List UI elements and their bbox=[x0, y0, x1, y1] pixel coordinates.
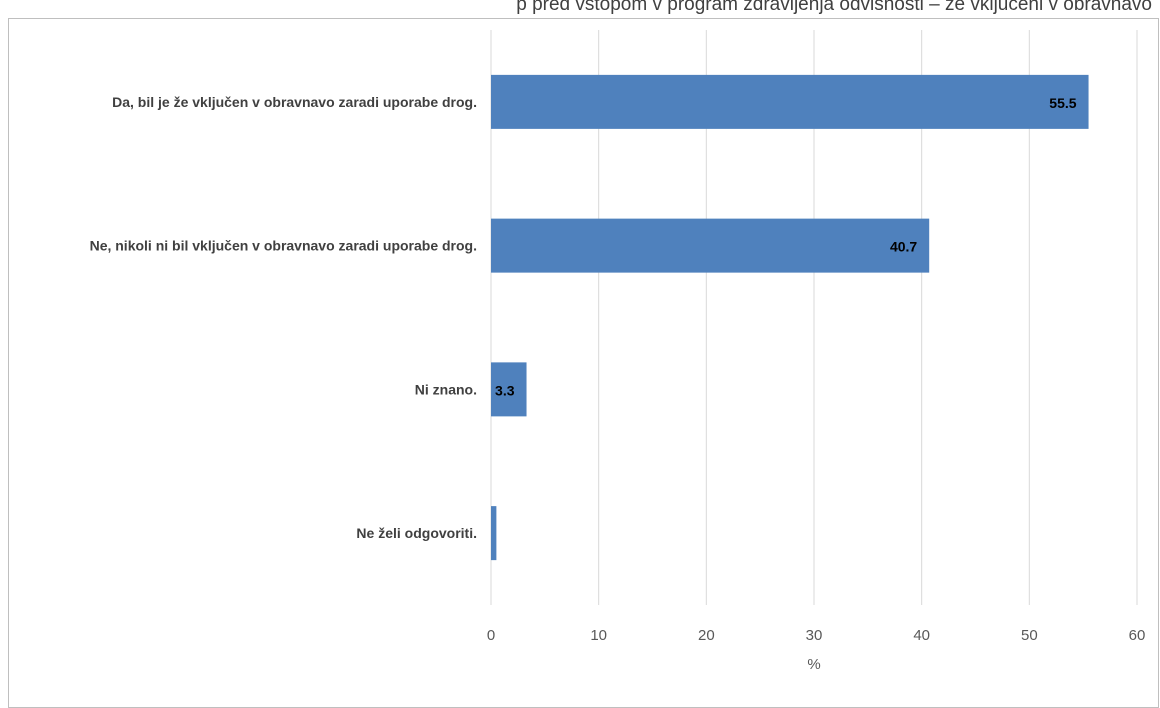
chart-title: p pred vstopom v program zdravljenja odv… bbox=[0, 0, 1160, 18]
bar bbox=[491, 506, 497, 561]
bar bbox=[491, 218, 930, 273]
x-tick-label: 20 bbox=[698, 627, 715, 644]
x-tick-label: 30 bbox=[806, 627, 823, 644]
bar bbox=[491, 362, 527, 417]
chart-title-text: p pred vstopom v program zdravljenja odv… bbox=[516, 0, 1152, 15]
x-axis-ticks: 0 10 20 30 40 50 60 bbox=[487, 627, 1146, 644]
data-labels: 55.5 40.7 3.3 bbox=[495, 95, 1077, 399]
category-label: Ne, nikoli ni bil vključen v obravnavo z… bbox=[90, 238, 477, 254]
x-tick-label: 60 bbox=[1129, 627, 1146, 644]
data-label: 55.5 bbox=[1049, 95, 1076, 111]
bar bbox=[491, 74, 1089, 129]
x-tick-label: 10 bbox=[590, 627, 607, 644]
category-label: Ni znano. bbox=[415, 381, 477, 397]
bars bbox=[491, 74, 1089, 561]
x-tick-label: 0 bbox=[487, 627, 495, 644]
category-labels: Da, bil je že vključen v obravnavo zarad… bbox=[90, 94, 477, 541]
x-tick-label: 50 bbox=[1021, 627, 1038, 644]
x-axis-title: % bbox=[807, 656, 820, 673]
data-label: 40.7 bbox=[890, 239, 917, 255]
category-label: Ne želi odgovoriti. bbox=[356, 525, 477, 541]
bar-chart: Da, bil je že vključen v obravnavo zarad… bbox=[90, 30, 1146, 673]
x-tick-label: 40 bbox=[913, 627, 930, 644]
data-label: 3.3 bbox=[495, 382, 515, 398]
category-label: Da, bil je že vključen v obravnavo zarad… bbox=[112, 94, 477, 110]
